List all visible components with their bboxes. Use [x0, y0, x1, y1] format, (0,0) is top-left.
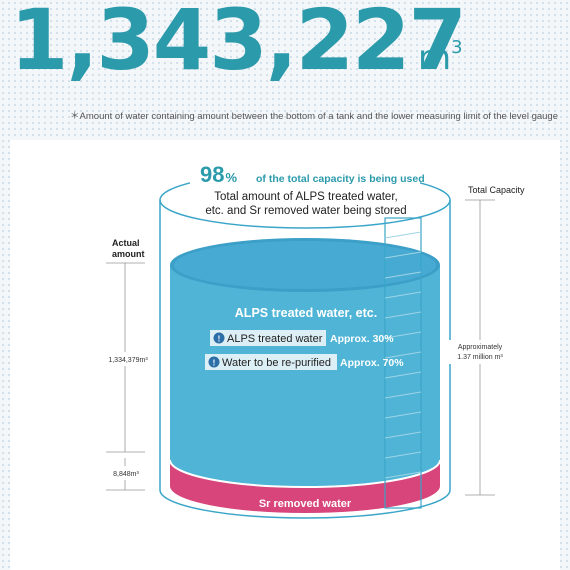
info-icon	[208, 356, 220, 368]
alps-amount: 1,334,379m³	[108, 357, 148, 364]
total-capacity-label: Total Capacity	[468, 185, 525, 195]
svg-text:!: !	[213, 359, 216, 368]
stored-title-line2: etc. and Sr removed water being stored	[205, 205, 406, 217]
alps-treated-share: Approx. 30%	[330, 333, 394, 345]
alps-water-body	[170, 265, 440, 497]
actual-amount-line1: Actual	[112, 238, 140, 248]
repurify-label: Water to be re-purified	[222, 357, 331, 369]
level-gauge-ticks	[384, 231, 422, 479]
sr-label: Sr removed water	[259, 498, 352, 510]
tank-bottom-rim	[159, 489, 451, 519]
alps-title: ALPS treated water, etc.	[235, 306, 377, 320]
alps-treated-label: ALPS treated water	[227, 333, 323, 345]
alps-water-surface-inner	[174, 241, 436, 289]
level-gauge	[384, 217, 422, 509]
percent-value: 98%	[200, 162, 237, 187]
capacity-value-line2: 1.37 million m³	[457, 354, 503, 361]
sr-amount: 8,848m³	[113, 471, 139, 478]
alps-treated-label-bg	[210, 330, 326, 346]
sr-water-layer	[170, 460, 440, 513]
tank-diagram-panel: 98% of the total capacity is being used …	[10, 140, 560, 570]
percent-caption: of the total capacity is being used	[256, 173, 425, 185]
repurify-label-bg	[205, 354, 337, 370]
repurify-share: Approx. 70%	[340, 357, 404, 369]
total-stored-amount: 1,343,227	[10, 0, 467, 89]
capacity-value-line1: Approximately	[458, 344, 503, 351]
actual-amount-line2: amount	[112, 249, 145, 259]
unit-label: m3	[418, 36, 463, 78]
footnote: ＊Amount of water containing amount betwe…	[70, 111, 558, 122]
sr-water-divider	[169, 459, 441, 488]
info-icon	[213, 332, 225, 344]
percent-label-bg	[190, 162, 420, 188]
stored-title-line1: Total amount of ALPS treated water,	[214, 191, 397, 203]
tank-diagram: 98% of the total capacity is being used …	[98, 162, 525, 519]
svg-text:!: !	[218, 335, 221, 344]
